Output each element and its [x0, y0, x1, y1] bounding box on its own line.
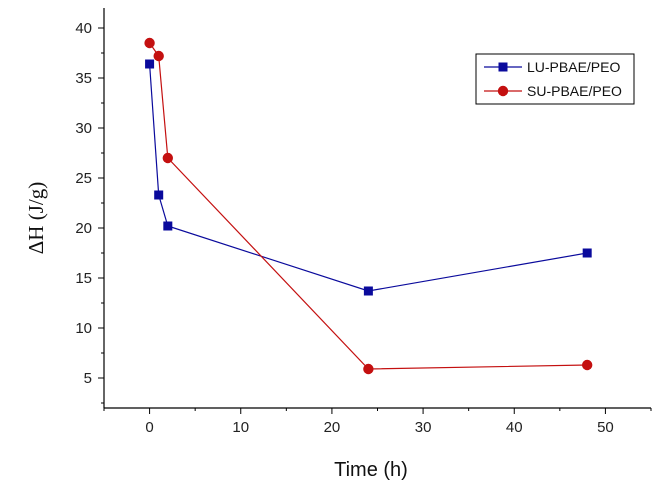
legend: LU-PBAE/PEO SU-PBAE/PEO — [475, 53, 635, 105]
y-tick-label: 30 — [75, 120, 92, 137]
data-point — [582, 248, 592, 258]
y-tick-label: 5 — [84, 370, 92, 387]
y-tick-label: 10 — [75, 320, 92, 337]
data-point — [162, 152, 174, 164]
x-tick-label: 40 — [506, 419, 523, 436]
y-tick-label: 25 — [75, 170, 92, 187]
x-tick-label: 20 — [324, 419, 341, 436]
y-axis-title: ΔH (J/g) — [24, 182, 48, 254]
legend-label: SU-PBAE/PEO — [527, 83, 622, 99]
data-point — [154, 190, 164, 200]
data-point — [144, 37, 155, 49]
data-point — [363, 286, 373, 296]
y-tick-label: 20 — [75, 220, 92, 237]
x-tick-label: 10 — [232, 419, 249, 436]
legend-label: LU-PBAE/PEO — [527, 59, 620, 75]
x-axis-title: Time (h) — [334, 459, 408, 481]
x-tick-label: 30 — [415, 419, 432, 436]
legend-marker — [498, 62, 508, 72]
data-point — [145, 59, 155, 69]
series-layer — [144, 37, 593, 375]
legend-marker — [497, 85, 509, 97]
series-1 — [145, 59, 592, 296]
x-tick-label: 50 — [597, 419, 614, 436]
y-tick-label: 40 — [75, 20, 92, 37]
data-point — [163, 221, 173, 231]
series-2 — [144, 37, 593, 375]
data-point — [363, 363, 374, 375]
ticks-group: 0 10 20 30 40 50 5 10 15 20 25 30 35 40 — [75, 20, 652, 436]
y-tick-label: 15 — [75, 270, 92, 287]
data-point — [153, 50, 164, 62]
x-tick-label: 0 — [145, 419, 153, 436]
data-point — [581, 359, 593, 371]
y-tick-label: 35 — [75, 70, 92, 87]
